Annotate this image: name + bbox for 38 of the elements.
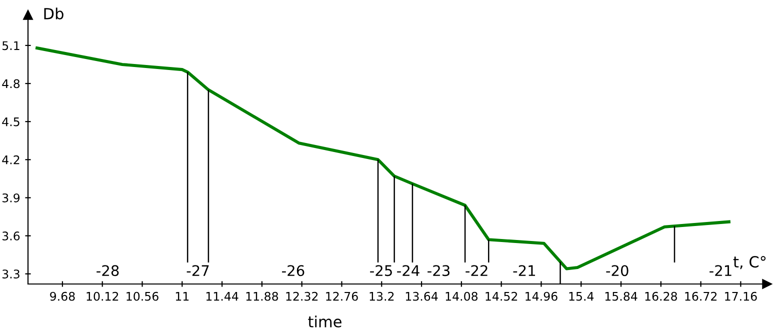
x-tick-label: 11.44 [206,292,238,301]
y-tick-label: 3.3 [2,270,20,278]
annotation: -21 [513,265,536,276]
x-tick-label: 12.76 [326,292,358,301]
annotation: t, C° [733,256,766,270]
x-axis-title: time [308,316,342,328]
x-tick-label: 14.52 [486,292,518,301]
y-tick-label: 4.2 [2,155,20,164]
annotation: -20 [606,265,628,276]
x-tick-label: 10.56 [126,292,158,301]
annotation: -27 [186,265,209,276]
x-tick-label: 9.68 [50,292,75,301]
x-tick-label: 13.64 [406,292,438,301]
x-tick-label: 15.84 [605,292,638,301]
annotation: -23 [428,265,450,276]
annotation: -22 [466,265,488,276]
annotation: -26 [282,265,304,276]
x-tick-label: 16.28 [645,292,677,301]
y-tick-label: 4.5 [2,117,20,126]
y-axis-title: Db [44,8,64,20]
annotation: -25 [370,265,392,276]
x-tick-label: 16.72 [685,292,717,301]
y-tick-label: 4.8 [2,79,20,88]
x-tick-label: 11.88 [246,292,278,301]
x-tick-label: 14.08 [446,292,478,301]
y-tick-label: 3.6 [2,232,20,240]
x-tick-label: 17.16 [725,292,757,301]
annotation: -21 [710,265,732,276]
annotation: -24 [397,265,420,276]
annotation: -28 [96,265,119,276]
x-tick-label: 12.32 [286,292,318,301]
y-tick-label: 3.9 [2,193,20,202]
x-tick-label: 10.12 [86,292,118,301]
x-tick-label: 15.4 [569,292,594,301]
x-tick-label: 14.96 [526,292,558,301]
y-tick-label: 5.1 [2,41,20,50]
x-tick-label: 11 [176,292,189,301]
x-tick-label: 13.2 [370,292,394,301]
